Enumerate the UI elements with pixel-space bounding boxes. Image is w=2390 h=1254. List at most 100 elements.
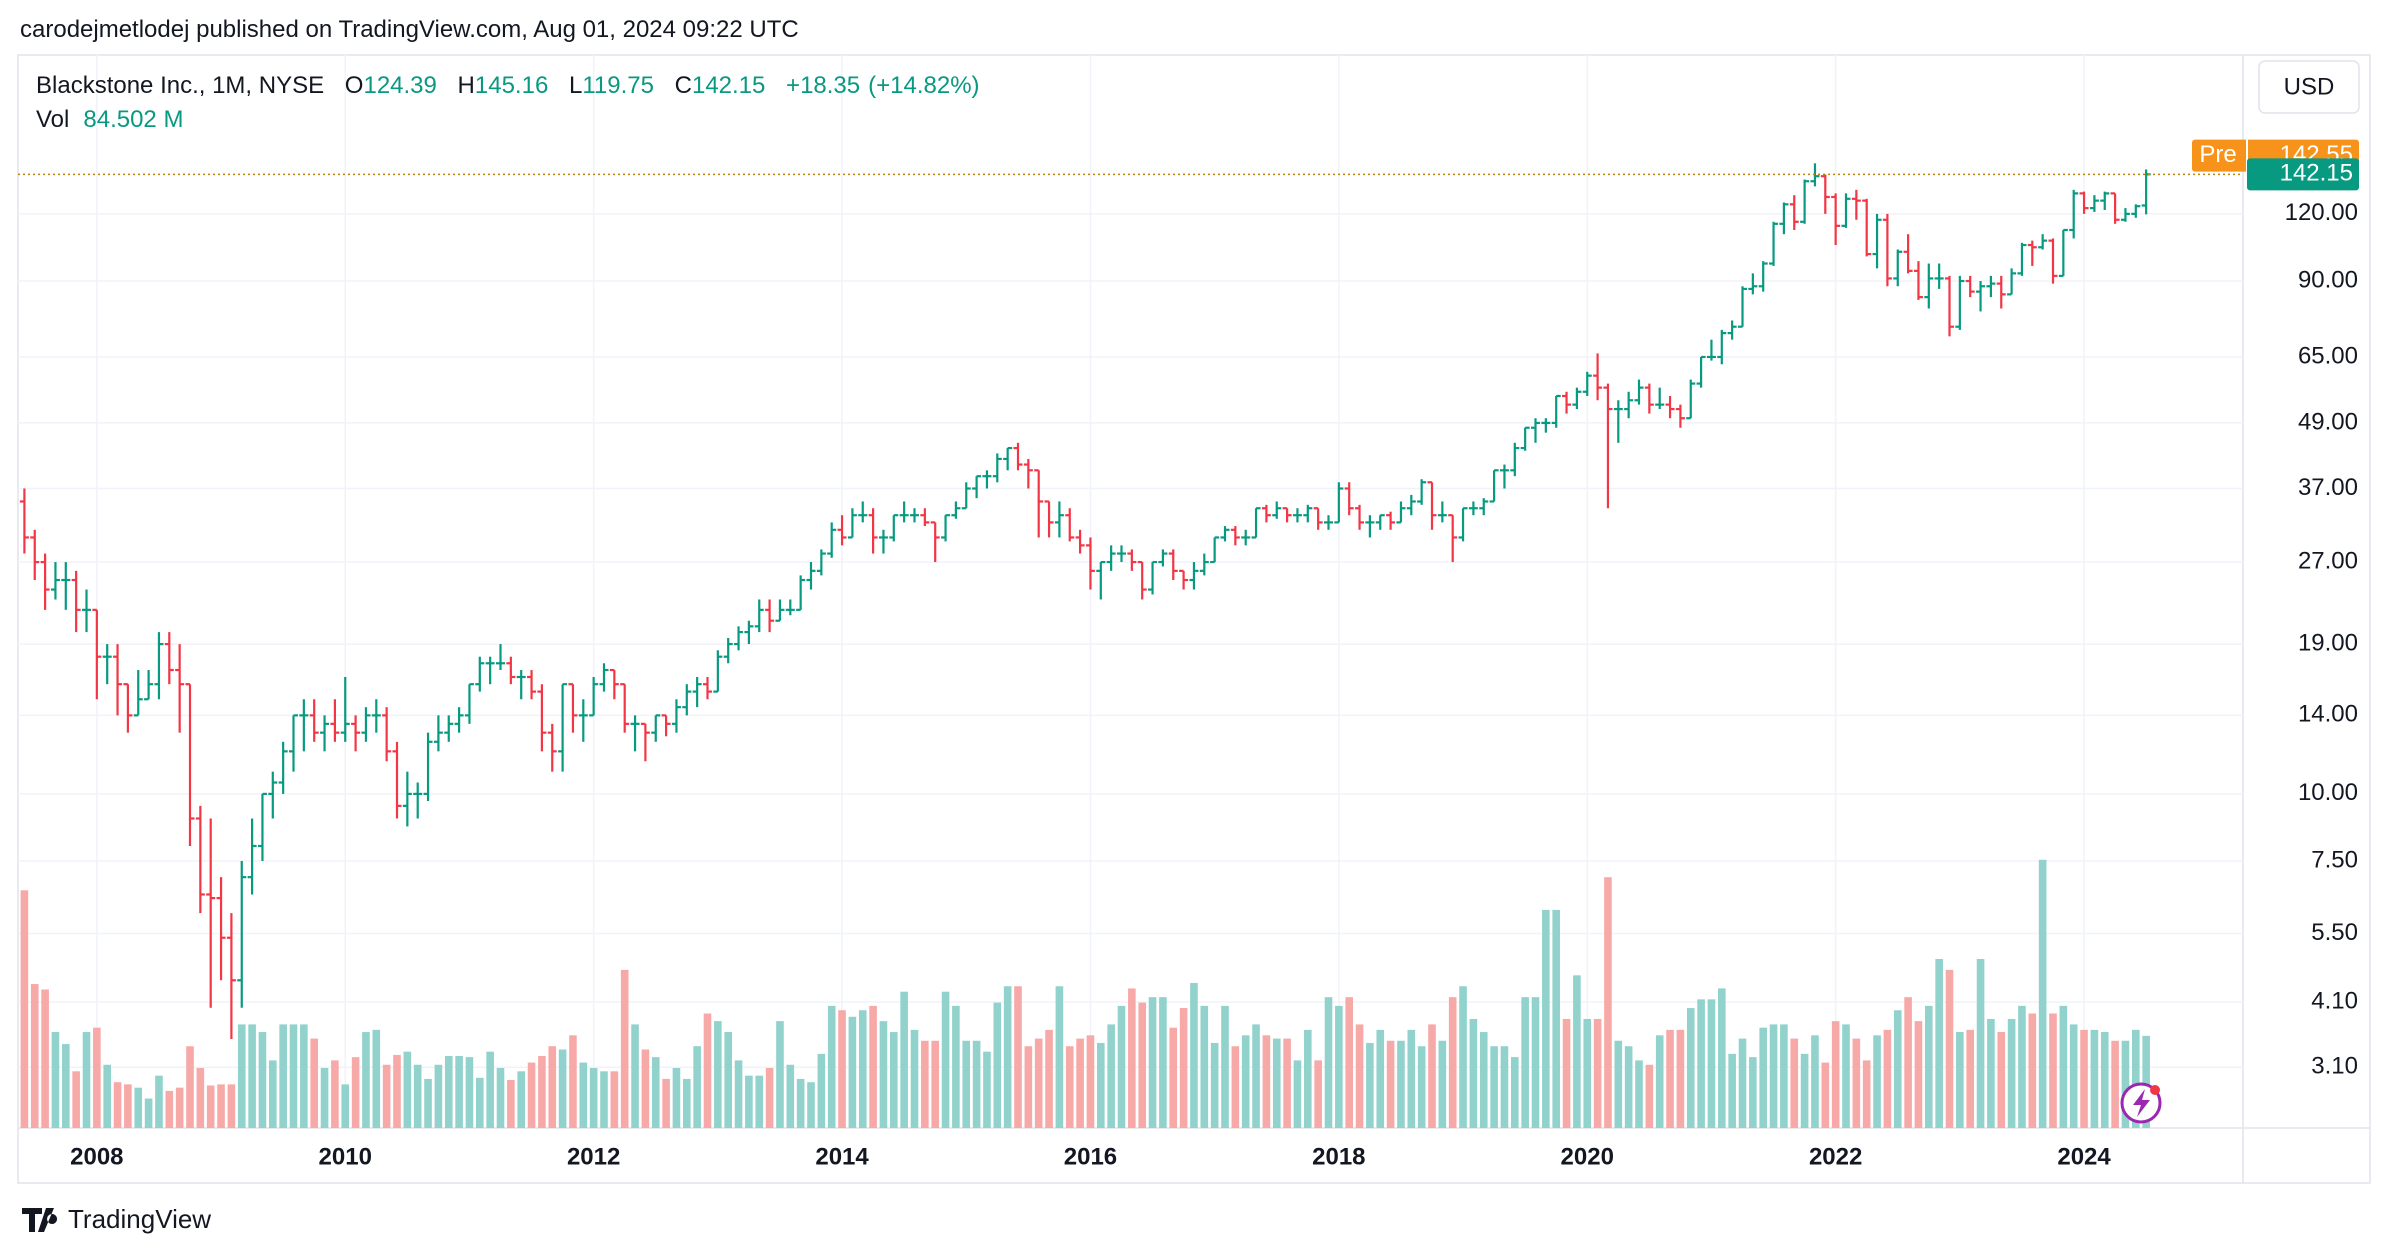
y-tick-label: 10.00 bbox=[2298, 779, 2358, 806]
volume-bar bbox=[807, 1082, 815, 1128]
volume-bar bbox=[683, 1078, 691, 1128]
volume-bar bbox=[1014, 986, 1022, 1128]
y-tick-label: 65.00 bbox=[2298, 342, 2358, 369]
volume-bar bbox=[1097, 1042, 1105, 1128]
brand-logo bbox=[22, 1208, 58, 1232]
volume-bar bbox=[2069, 1024, 2078, 1128]
volume-bar bbox=[1221, 1005, 1229, 1128]
close-label: C bbox=[674, 72, 692, 99]
volume-bar bbox=[558, 1049, 567, 1128]
volume-bar bbox=[124, 1084, 132, 1128]
volume-bar bbox=[51, 1032, 60, 1128]
volume-bar bbox=[1397, 1040, 1405, 1128]
publisher-line: carodejmetlodej published on TradingView… bbox=[20, 16, 799, 43]
volume-bar bbox=[1573, 975, 1581, 1128]
volume-bar bbox=[1873, 1035, 1881, 1128]
volume-bar bbox=[1718, 988, 1726, 1128]
volume-bar bbox=[1417, 1046, 1426, 1128]
volume-bar bbox=[434, 1064, 443, 1128]
volume-bar bbox=[662, 1078, 670, 1128]
volume-bar bbox=[548, 1046, 557, 1128]
volume-bar bbox=[1366, 1042, 1374, 1128]
volume-bar bbox=[1190, 982, 1198, 1128]
volume-bar bbox=[1407, 1029, 1416, 1128]
volume-bar bbox=[838, 1010, 846, 1128]
volume-bar bbox=[320, 1068, 329, 1128]
y-tick-label: 49.00 bbox=[2298, 408, 2358, 435]
volume-bar bbox=[1448, 997, 1457, 1128]
high-label: H bbox=[457, 72, 475, 99]
volume-bar bbox=[1821, 1062, 1830, 1128]
volume-bar bbox=[1304, 1029, 1312, 1128]
currency-button[interactable] bbox=[2258, 60, 2360, 114]
volume-bar bbox=[1738, 1038, 1747, 1128]
volume-bar bbox=[1883, 1029, 1892, 1128]
volume-bar bbox=[1604, 877, 1612, 1128]
volume-bar bbox=[1200, 1005, 1209, 1128]
volume-bar bbox=[1842, 1024, 1850, 1128]
volume-bar bbox=[1355, 1024, 1364, 1128]
volume-bar bbox=[1935, 958, 1943, 1128]
volume-bar bbox=[1655, 1035, 1664, 1128]
volume-bar bbox=[734, 1060, 743, 1128]
volume-bar bbox=[858, 1010, 867, 1128]
volume-bar bbox=[237, 1024, 246, 1128]
volume-bar bbox=[631, 1024, 639, 1128]
volume-bar bbox=[1272, 1038, 1281, 1128]
y-tick-label: 7.50 bbox=[2311, 846, 2358, 873]
volume-bar bbox=[2028, 1013, 2037, 1128]
x-tick-label: 2014 bbox=[815, 1143, 869, 1170]
volume-bar bbox=[1293, 1060, 1302, 1128]
volume-bar bbox=[186, 1046, 194, 1128]
brand: TradingView bbox=[68, 1204, 211, 1234]
volume-bar bbox=[248, 1024, 256, 1128]
volume-bar bbox=[1241, 1035, 1250, 1128]
lightning-glyph bbox=[2133, 1089, 2150, 1117]
volume-bar bbox=[1490, 1046, 1498, 1128]
volume-bar bbox=[527, 1062, 536, 1128]
currency[interactable]: USD bbox=[2284, 73, 2335, 100]
volume-bar bbox=[776, 1021, 784, 1128]
x-tick-label: 2016 bbox=[1064, 1143, 1117, 1170]
y-tick-label: 14.00 bbox=[2298, 701, 2358, 728]
x-tick-label: 2018 bbox=[1312, 1143, 1365, 1170]
notification-dot bbox=[2150, 1085, 2160, 1095]
volume-bar bbox=[910, 1029, 919, 1128]
low-value: 119.75 bbox=[582, 72, 654, 99]
volume-bar bbox=[983, 1051, 991, 1128]
y-tick-label: 19.00 bbox=[2298, 629, 2358, 656]
volume-bar bbox=[1148, 997, 1157, 1128]
volume-bar bbox=[1542, 909, 1550, 1128]
volume-bar bbox=[2080, 1029, 2088, 1128]
last-price-badge bbox=[2247, 158, 2359, 191]
volume-bar bbox=[1335, 1005, 1343, 1128]
high-value: 145.16 bbox=[474, 72, 549, 99]
volume-bar bbox=[134, 1087, 143, 1128]
y-tick-label: 37.00 bbox=[2298, 474, 2358, 501]
volume-bar bbox=[196, 1068, 205, 1128]
volume-bar bbox=[2142, 1035, 2150, 1128]
volume-bar bbox=[1759, 1027, 1767, 1128]
volume-bar bbox=[1024, 1046, 1033, 1128]
volume-bar bbox=[538, 1056, 546, 1128]
volume-bar bbox=[589, 1068, 598, 1128]
volume-bar bbox=[2018, 1005, 2026, 1128]
volume-bar bbox=[1076, 1038, 1084, 1128]
volume-bar bbox=[1459, 986, 1467, 1128]
volume-bar bbox=[1800, 1053, 1809, 1128]
volume-bar bbox=[20, 890, 29, 1128]
volume-bar bbox=[289, 1024, 298, 1128]
volume-bar bbox=[507, 1080, 515, 1128]
x-tick-label: 2020 bbox=[1561, 1143, 1614, 1170]
volume-bar bbox=[465, 1057, 474, 1128]
volume-bar bbox=[403, 1051, 412, 1128]
volume-bar bbox=[2111, 1040, 2119, 1128]
volume-bar bbox=[41, 989, 49, 1128]
volume-bar bbox=[155, 1075, 163, 1128]
volume-bar bbox=[1324, 997, 1333, 1128]
volume-bar bbox=[144, 1098, 153, 1128]
volume-bar bbox=[693, 1046, 701, 1128]
volume-bar bbox=[1169, 1027, 1178, 1128]
volume-bar bbox=[1376, 1029, 1385, 1128]
volume-bar bbox=[1252, 1024, 1260, 1128]
